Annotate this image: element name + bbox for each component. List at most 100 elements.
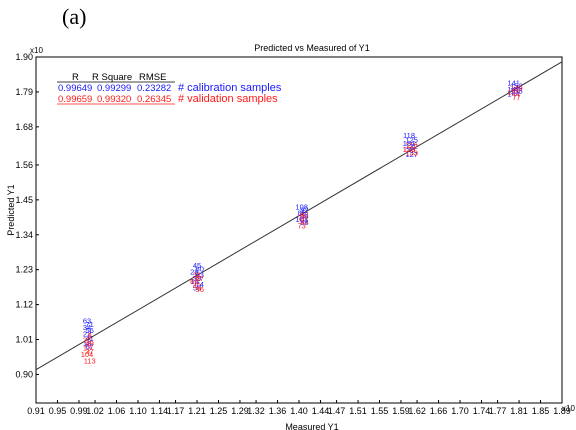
y-tick-label: 1.68 [15, 122, 33, 132]
data-point-label: 149 [510, 83, 523, 92]
data-point-label: 127 [405, 150, 418, 159]
stats-header-r: R [72, 72, 79, 83]
x-tick-label: 1.55 [371, 406, 389, 416]
x-tick-label: 1.70 [451, 406, 469, 416]
x-tick-label: 1.77 [489, 406, 507, 416]
y-tick-label: 1.56 [15, 160, 33, 170]
data-point-label: 66 [190, 277, 198, 286]
x-tick-label: 1.89 [553, 406, 571, 416]
x-tick-label: 1.66 [430, 406, 448, 416]
data-point-label: 118 [403, 131, 415, 140]
data-point-label: 41 [86, 334, 94, 343]
data-point-label: 22 [83, 329, 91, 338]
data-point-label: 39 [193, 274, 201, 283]
data-point-label: 58 [193, 283, 201, 292]
data-point-label: 103 [295, 215, 308, 224]
data-point-label: 88 [300, 218, 308, 227]
x-tick-label: 1.02 [86, 406, 104, 416]
data-point-label: 136 [403, 145, 416, 154]
x-tick-label: 1.25 [210, 406, 228, 416]
y-tick-label: 1.23 [15, 265, 33, 275]
validation-r: 0.99659 [58, 94, 92, 105]
panel-label: (a) [62, 4, 87, 29]
data-point-label: 122 [405, 142, 418, 151]
data-point-label: 82 [300, 210, 308, 219]
data-point-label: 108 [295, 202, 308, 211]
data-point-label: 116 [406, 140, 418, 149]
calibration-series: 6371345622411867456028533912745810892859… [83, 79, 523, 351]
legend-validation: # validation samples [178, 93, 278, 105]
x-tick-label: 1.85 [532, 406, 550, 416]
data-point-label: 129 [403, 145, 416, 154]
data-point-label: 45 [193, 261, 201, 270]
y-axis-label: Predicted Y1 [6, 184, 16, 235]
data-points: 6371345622411867456028533912745810892859… [81, 79, 523, 366]
data-point-label: 147 [507, 85, 520, 94]
x-tick-label: 1.06 [108, 406, 126, 416]
x-tick-label: 1.74 [473, 406, 491, 416]
y-tick-label: 1.34 [15, 230, 33, 240]
data-point-label: 141 [507, 79, 520, 88]
x-tick-label: 0.95 [49, 406, 67, 416]
data-point-label: 125 [405, 136, 418, 145]
data-point-label: 104 [81, 350, 94, 359]
data-point-label: 71 [86, 320, 94, 329]
data-point-label: 152 [510, 82, 523, 91]
x-tick-label: 1.32 [247, 406, 265, 416]
data-point-label: 131 [403, 139, 416, 148]
fit-line [35, 61, 563, 371]
y-tick-label: 1.01 [15, 335, 33, 345]
x-tick-label: 1.59 [392, 406, 410, 416]
validation-rmse: 0.26345 [137, 94, 171, 105]
calibration-r: 0.99649 [58, 83, 92, 94]
x-tick-label: 1.47 [328, 406, 346, 416]
x-tick-label: 1.40 [290, 406, 308, 416]
data-point-label: 67 [86, 342, 94, 351]
validation-r-square: 0.99320 [97, 94, 131, 105]
stats-header-rmse: RMSE [139, 72, 166, 83]
data-point-label: 57 [196, 274, 204, 283]
data-point-label: 113 [84, 356, 96, 365]
data-point-label: 92 [300, 206, 308, 215]
data-point-label: 37 [86, 347, 94, 356]
x-tick-label: 0.91 [27, 406, 45, 416]
data-point-label: 155 [507, 88, 520, 97]
x-tick-label: 1.44 [312, 406, 330, 416]
data-point-label: 34 [83, 323, 91, 332]
x-tick-label: 1.10 [129, 406, 147, 416]
x-tick-label: 1.29 [231, 406, 249, 416]
y-exponent: x10 [30, 46, 43, 55]
x-tick-label: 1.14 [151, 406, 169, 416]
stats-table: R R Square RMSE 0.99649 0.99299 0.23282 … [57, 72, 282, 105]
data-point-label: 96 [196, 285, 204, 294]
data-point-label: 77 [298, 213, 306, 222]
data-point-label: 26 [83, 336, 91, 345]
data-point-label: 28 [190, 267, 198, 276]
data-point-label: 56 [86, 326, 94, 335]
data-point-label: 53 [196, 271, 204, 280]
x-tick-label: 1.21 [188, 406, 206, 416]
data-point-label: 144 [507, 90, 520, 99]
y-tick-label: 0.90 [15, 369, 33, 379]
data-point-label: 63 [83, 317, 91, 326]
stats-header-r-square: R Square [92, 72, 132, 83]
x-axis: 0.91 0.95 0.991.02 1.06 1.10 1.141.17 1.21 1.25… [27, 400, 571, 416]
data-point-label: 12 [190, 277, 198, 286]
legend-calibration: # calibration samples [178, 82, 282, 94]
data-point-label: 49 [86, 339, 94, 348]
data-point-label: 133 [405, 148, 418, 157]
x-tick-label: 1.17 [167, 406, 185, 416]
data-point-label: 99 [300, 212, 308, 221]
data-point-label: 73 [298, 221, 306, 230]
plot-area: 0.91 0.95 0.991.02 1.06 1.10 1.141.17 1.21 1.25… [15, 52, 570, 416]
data-point-label: 77 [512, 93, 520, 102]
y-tick-label: 1.45 [15, 195, 33, 205]
x-axis-label: Measured Y1 [285, 422, 338, 430]
y-axis: 0.90 1.01 1.12 1.23 1.34 1.45 1.56 1.68 1.79 1.90 [15, 52, 39, 379]
data-point-label: 13 [83, 344, 91, 353]
x-tick-label: 1.81 [510, 406, 528, 416]
x-tick-label: 1.36 [269, 406, 287, 416]
calibration-r-square: 0.99299 [97, 83, 131, 94]
data-point-label: 60 [196, 264, 204, 273]
